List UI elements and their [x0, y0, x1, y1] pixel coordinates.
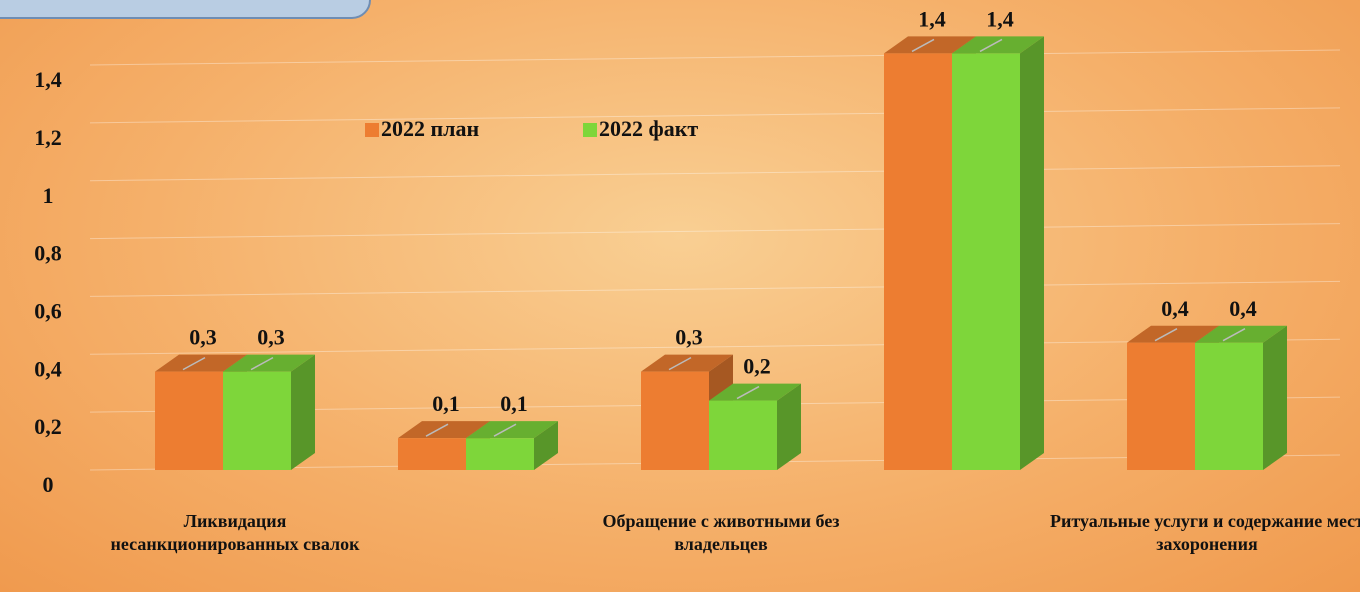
bar-top: [952, 36, 1044, 54]
y-tick-label: 0: [43, 472, 54, 497]
bar: [1195, 342, 1263, 470]
bar-top: [398, 421, 490, 439]
label-leader: [1154, 328, 1178, 342]
bar-top: [1195, 325, 1287, 343]
value-label: 0,4: [1161, 296, 1189, 321]
value-label: 0,1: [500, 391, 528, 416]
value-label: 0,4: [1229, 296, 1257, 321]
label-leader: [493, 423, 517, 437]
value-label: 1,4: [986, 6, 1014, 31]
x-tick-label: Обращение с животными без владельцев: [602, 511, 840, 554]
y-tick-label: 0,2: [34, 414, 62, 439]
y-tick-label: 1: [43, 183, 54, 208]
value-label: 1,4: [918, 6, 946, 31]
bar-top: [155, 354, 247, 372]
legend-label: 2022 факт: [599, 116, 698, 141]
grid-line: [89, 223, 1341, 240]
y-tick-label: 0,8: [34, 241, 62, 266]
bar-side: [777, 383, 801, 470]
label-leader: [425, 423, 449, 437]
bar: [709, 400, 777, 470]
label-leader: [911, 38, 935, 53]
grid-line: [89, 49, 1341, 66]
bar: [952, 53, 1020, 471]
bar-top: [223, 354, 315, 372]
legend-label: 2022 план: [381, 116, 480, 141]
bar: [398, 438, 466, 470]
label-leader: [979, 38, 1003, 53]
value-label: 0,3: [675, 325, 703, 350]
bar-top: [466, 421, 558, 439]
bar: [223, 371, 291, 470]
x-tick-label: Ликвидация несанкционированных свалок: [110, 511, 360, 554]
bar: [884, 53, 952, 471]
value-label: 0,3: [189, 325, 217, 350]
y-tick-label: 0,4: [34, 356, 62, 381]
legend-swatch: [583, 123, 597, 137]
bar-top: [641, 354, 733, 372]
legend-swatch: [365, 123, 379, 137]
header-box: [0, 0, 371, 19]
grid-line: [89, 280, 1341, 297]
bar-top: [709, 383, 801, 401]
x-tick-label: Ритуальные услуги и содержание мест захо…: [1049, 511, 1360, 554]
value-label: 0,2: [743, 354, 771, 379]
value-label: 0,1: [432, 391, 460, 416]
bar-side: [291, 354, 315, 470]
label-leader: [182, 356, 206, 371]
bar: [641, 371, 709, 470]
label-leader: [668, 356, 692, 371]
bar: [1127, 342, 1195, 470]
label-leader: [736, 385, 760, 400]
bar-side: [1263, 325, 1287, 470]
grid-line: [89, 165, 1341, 182]
bar: [155, 371, 223, 470]
y-tick-label: 1,4: [34, 67, 62, 92]
bar-top: [884, 36, 976, 54]
bar-side: [1020, 36, 1044, 471]
y-tick-label: 0,6: [34, 298, 62, 323]
grid-line: [89, 107, 1341, 124]
y-tick-label: 1,2: [34, 125, 62, 150]
label-leader: [250, 356, 274, 371]
bar: [466, 438, 534, 470]
label-leader: [1222, 328, 1246, 342]
value-label: 0,3: [257, 325, 285, 350]
bar-top: [1127, 325, 1219, 343]
bar-side: [534, 421, 558, 470]
